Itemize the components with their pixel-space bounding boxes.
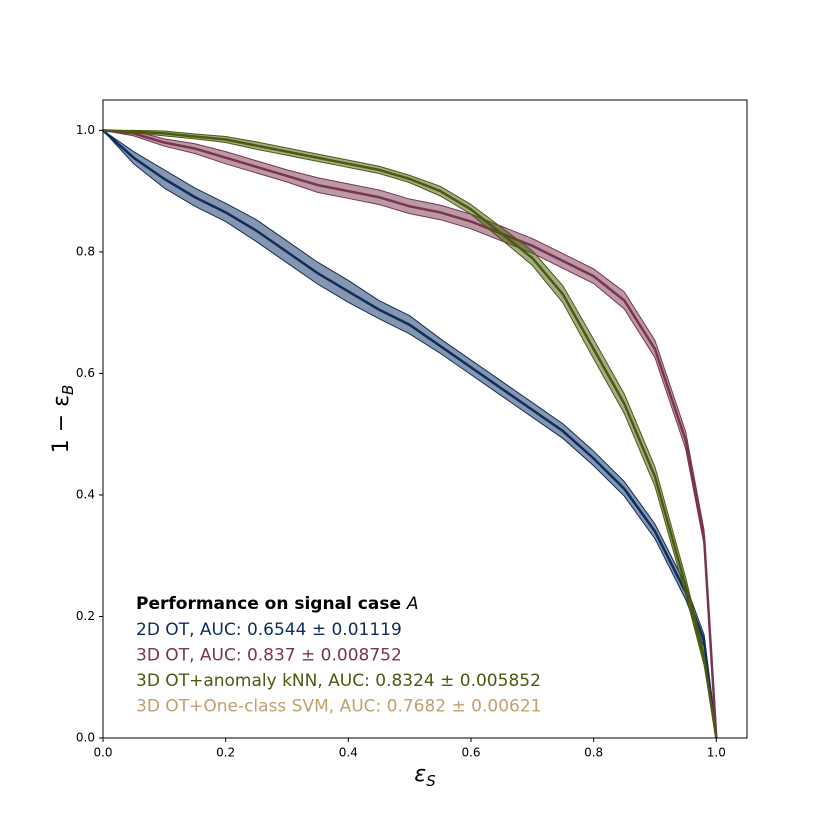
y-label-sub: B xyxy=(59,385,77,395)
x-tick-label: 0.0 xyxy=(93,746,112,760)
legend-entry: 3D OT, AUC: 0.837 ± 0.008752 xyxy=(136,646,402,666)
x-tick-label: 0.4 xyxy=(339,746,358,760)
curve xyxy=(102,129,718,739)
curve xyxy=(102,129,718,739)
y-axis-label: 1 − εB xyxy=(49,385,77,454)
x-label-main: ε xyxy=(414,762,426,787)
legend-title-symbol: A xyxy=(406,594,419,614)
y-tick-label: 1.0 xyxy=(76,123,95,137)
x-tick-label: 1.0 xyxy=(707,746,726,760)
y-tick-label: 0.2 xyxy=(76,609,95,623)
x-tick-label: 0.8 xyxy=(584,746,603,760)
legend-entry: 3D OT+anomaly kNN, AUC: 0.8324 ± 0.00585… xyxy=(136,671,541,691)
x-label-sub: S xyxy=(426,772,436,790)
curve xyxy=(102,129,718,739)
plot-frame xyxy=(102,99,748,739)
x-tick-label: 0.6 xyxy=(461,746,480,760)
y-tick-label: 0.4 xyxy=(76,487,95,501)
legend-title-text: Performance on signal case xyxy=(136,594,407,614)
x-tick-label: 0.2 xyxy=(216,746,235,760)
y-tick-label: 0.0 xyxy=(76,731,95,745)
legend-title: Performance on signal case A xyxy=(136,594,419,614)
y-tick-label: 0.6 xyxy=(76,366,95,380)
y-tick-label: 0.8 xyxy=(76,244,95,258)
x-axis-label: εS xyxy=(414,762,436,790)
y-label-main: 1 − ε xyxy=(49,395,74,453)
legend-entry: 3D OT+One-class SVM, AUC: 0.7682 ± 0.006… xyxy=(136,697,541,717)
legend-entry: 2D OT, AUC: 0.6544 ± 0.01119 xyxy=(136,620,402,640)
